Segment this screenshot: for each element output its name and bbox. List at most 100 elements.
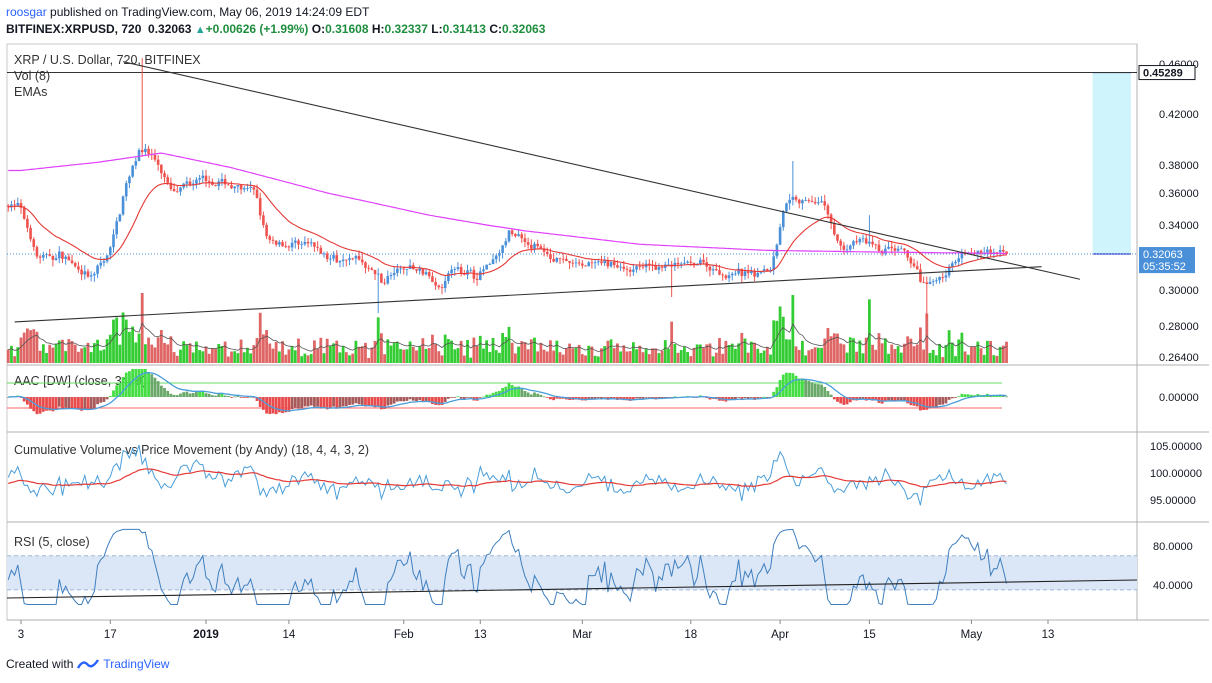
aac-bar: [386, 397, 390, 406]
volume-bar: [182, 341, 186, 363]
volume-bar: [545, 351, 549, 363]
volume-bar: [150, 344, 154, 363]
aac-bar: [121, 377, 125, 397]
aac-bar: [383, 397, 386, 409]
volume-bar: [360, 346, 364, 363]
price-tick-label: 0.38000: [1159, 160, 1199, 172]
volume-bar: [328, 346, 332, 363]
volume-bar: [619, 351, 623, 363]
candle-body: [121, 196, 125, 215]
candle-body: [335, 255, 339, 263]
candle-body: [96, 265, 99, 274]
candle-body: [163, 173, 166, 178]
volume-bar: [657, 353, 661, 363]
aac-bar: [64, 397, 68, 408]
volume-bar: [552, 350, 556, 363]
aac-bar: [357, 397, 361, 405]
volume-bar: [38, 350, 42, 363]
created-with-text: Created with: [6, 657, 74, 671]
aac-bar: [80, 397, 83, 411]
volume-bar: [612, 348, 616, 363]
candle-body: [520, 234, 524, 239]
volume-bar: [462, 355, 466, 363]
volume-bar: [51, 347, 55, 363]
volume-bar: [877, 333, 881, 363]
candle-body: [140, 150, 144, 153]
candle-body: [217, 181, 221, 186]
aac-bar: [801, 378, 804, 397]
aac-bar: [22, 397, 26, 402]
rsi-trendline[interactable]: [6, 579, 1138, 599]
aac-bar: [370, 397, 374, 407]
candle-body: [1005, 251, 1008, 255]
aac-bar: [48, 397, 52, 411]
volume-bar: [855, 351, 859, 363]
candle-body: [338, 261, 342, 263]
aac-bar: [749, 397, 753, 398]
aac-bar: [960, 393, 964, 397]
aac-bar: [92, 397, 96, 408]
candle-body: [297, 240, 300, 245]
candle-body: [899, 248, 903, 250]
aac-bar: [660, 397, 664, 399]
aac-bar: [83, 397, 87, 409]
author-link[interactable]: roosgar: [6, 5, 47, 19]
candle-body: [600, 261, 603, 264]
volume-bar: [469, 357, 473, 363]
aac-bar: [804, 379, 808, 397]
candle-body: [293, 240, 297, 243]
candle-body: [794, 196, 798, 200]
trendline-lower[interactable]: [14, 266, 1042, 323]
candle-body: [421, 268, 425, 275]
candle-body: [440, 287, 444, 289]
aac-bar: [756, 397, 760, 399]
candle-body: [112, 234, 115, 248]
candle-body: [788, 199, 791, 204]
volume-bar: [915, 344, 919, 363]
aac-bar: [399, 397, 402, 402]
candle-body: [201, 175, 205, 179]
cv-tick-label: 100.00000: [1150, 468, 1202, 480]
volume-bar: [108, 334, 112, 363]
candle-body: [185, 181, 189, 184]
aac-bar: [906, 397, 910, 404]
candle-body: [587, 262, 591, 267]
candle-body: [702, 259, 705, 263]
trendline-upper[interactable]: [122, 61, 1081, 280]
aac-bar: [242, 397, 246, 398]
candle-body: [842, 245, 846, 250]
volume-bar: [223, 341, 227, 363]
candle-body: [169, 182, 173, 189]
volume-bar: [871, 344, 874, 363]
candle-body: [858, 238, 862, 243]
aac-bar: [807, 380, 811, 397]
aac-bar: [1005, 396, 1008, 398]
aac-bar: [258, 397, 262, 407]
aac-bar: [794, 375, 798, 397]
candle-body: [73, 263, 77, 267]
candle-body: [510, 230, 514, 235]
candle-body: [281, 242, 284, 247]
candle-body: [246, 188, 249, 189]
candle-body: [396, 268, 399, 273]
volume-bar: [459, 340, 463, 363]
volume-bar: [249, 353, 253, 363]
candle-body: [319, 247, 323, 254]
candle-body: [944, 275, 948, 278]
volume-bar: [852, 338, 855, 363]
volume-bar: [140, 293, 144, 363]
volume-bar: [226, 356, 230, 363]
volume-bar: [131, 326, 135, 363]
volume-bar: [705, 344, 709, 363]
tradingview-brand[interactable]: TradingView: [103, 657, 170, 671]
aac-bar: [424, 397, 428, 401]
volume-bar: [344, 352, 348, 363]
open-label: O:: [311, 22, 326, 36]
volume-bar: [555, 340, 559, 363]
candle-body: [884, 248, 887, 254]
candle-body: [928, 281, 932, 284]
volume-bar: [941, 357, 945, 363]
candle-body: [459, 267, 463, 274]
candle-body: [530, 244, 533, 249]
